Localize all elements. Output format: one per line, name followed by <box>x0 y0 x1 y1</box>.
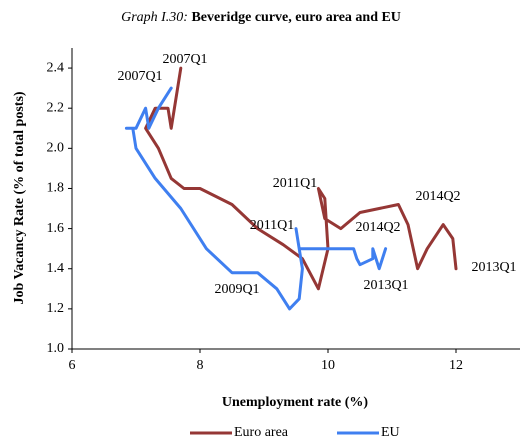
x-tick-label: 8 <box>197 358 204 373</box>
y-tick-label: 2.2 <box>47 100 65 115</box>
annotation: 2014Q2 <box>415 189 460 204</box>
annotation: 2007Q1 <box>117 69 162 84</box>
y-tick-label: 1.4 <box>47 261 65 276</box>
chart-title: Graph I.30: Beveridge curve, euro area a… <box>121 10 401 25</box>
title-text: Beveridge curve, euro area and EU <box>191 10 400 25</box>
annotation: 2007Q1 <box>162 52 207 67</box>
y-tick-label: 1.2 <box>47 301 65 316</box>
annotation: 2011Q1 <box>273 176 318 191</box>
y-tick-label: 2.4 <box>47 60 65 75</box>
x-tick-label: 12 <box>449 358 463 373</box>
x-tick-label: 6 <box>69 358 76 373</box>
annotation: 2014Q2 <box>355 220 400 235</box>
annotation: 2011Q1 <box>250 218 295 233</box>
annotation: 2013Q1 <box>471 260 516 275</box>
annotation: 2009Q1 <box>214 282 259 297</box>
title-prefix: Graph I.30: <box>121 10 188 25</box>
x-tick-label: 10 <box>321 358 335 373</box>
legend-label: Euro area <box>234 425 289 440</box>
series-line <box>124 86 388 311</box>
x-axis-label: Unemployment rate (%) <box>222 395 369 410</box>
series-line <box>144 66 458 291</box>
y-tick-label: 2.0 <box>47 141 65 156</box>
legend-label: EU <box>381 425 400 440</box>
y-tick-label: 1.6 <box>47 221 65 236</box>
y-tick-label: 1.0 <box>47 341 65 356</box>
y-axis-label: Job Vacancy Rate (% of total posts) <box>12 91 27 304</box>
annotation: 2013Q1 <box>363 278 408 293</box>
y-tick-label: 1.8 <box>47 181 65 196</box>
